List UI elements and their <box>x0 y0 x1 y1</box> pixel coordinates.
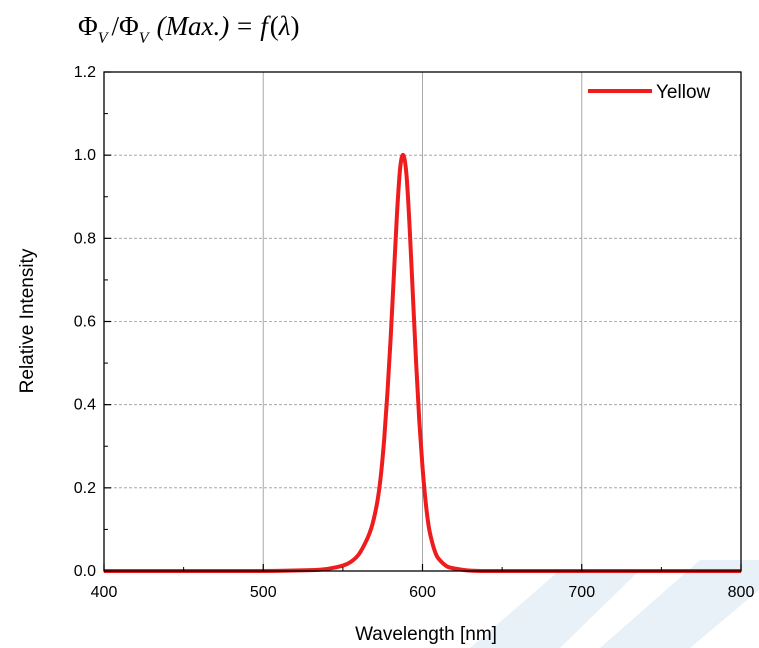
y-tick-label: 0.0 <box>74 563 96 580</box>
x-tick-label: 500 <box>250 584 277 601</box>
y-tick-label: 0.6 <box>74 314 96 331</box>
svg-text:ΦV/ΦV(Max.)= f(λ): ΦV/ΦV (Max.) = f(λ) <box>78 11 299 47</box>
x-tick-label: 600 <box>409 584 436 601</box>
watermark <box>470 560 759 648</box>
formula-title: ΦV/ΦV (Max.) = f(λ) <box>78 11 299 47</box>
formula-sub-1: V <box>98 30 110 47</box>
formula-max: (Max.) <box>157 11 230 41</box>
x-tick-label: 800 <box>728 584 755 601</box>
formula-eq: = f <box>235 11 271 41</box>
y-axis-title: Relative Intensity <box>17 248 38 393</box>
y-tick-label: 0.2 <box>74 480 96 497</box>
axis-ticks <box>103 71 742 572</box>
series-layer <box>103 152 741 574</box>
watermark-shape-2 <box>600 560 759 648</box>
x-tick-label: 400 <box>91 584 118 601</box>
grid <box>104 72 741 571</box>
watermark-shape-1 <box>470 570 640 648</box>
y-tick-label: 0.8 <box>74 230 96 247</box>
formula-slash: / <box>112 11 120 41</box>
formula-phi-2: Φ <box>119 11 139 41</box>
formula-sub-2: V <box>139 30 151 47</box>
legend-label-yellow: Yellow <box>656 82 711 103</box>
legend: Yellow <box>588 82 711 103</box>
y-tick-label: 1.0 <box>74 147 96 164</box>
series-line-yellow <box>103 152 741 574</box>
formula-paren-open: ( <box>270 11 279 41</box>
formula-phi-1: Φ <box>78 11 98 41</box>
x-axis-title: Wavelength [nm] <box>355 624 497 645</box>
formula-lambda: λ <box>278 11 291 41</box>
tick-labels: 400 500 600 700 800 0.0 0.2 0.4 0.6 0.8 1.0 1.2 <box>74 64 755 601</box>
y-tick-label: 1.2 <box>74 64 96 81</box>
x-tick-label: 700 <box>568 584 595 601</box>
formula-paren-close: ) <box>290 11 299 41</box>
y-tick-label: 0.4 <box>74 397 96 414</box>
